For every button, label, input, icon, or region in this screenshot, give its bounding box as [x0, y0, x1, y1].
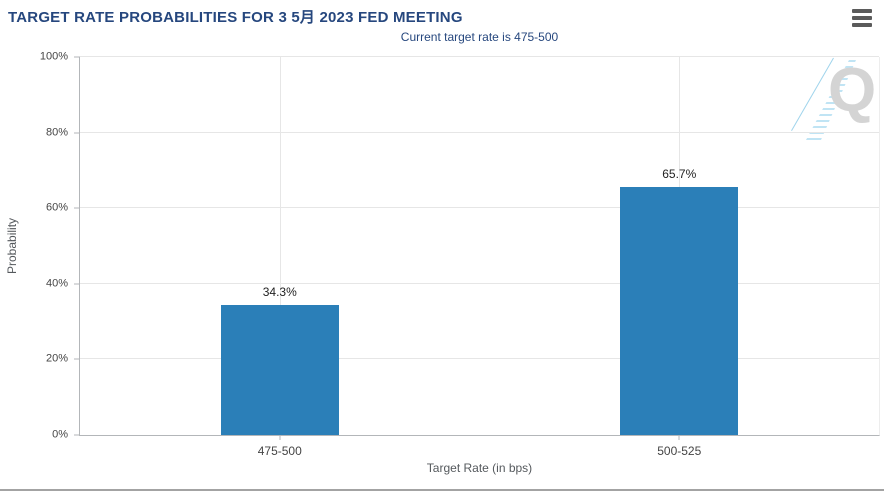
plot-area: 0% 20% 40% 60% 80% 100% 34.3% 475-500 65.7% 500-5…	[40, 51, 880, 458]
category-gridline	[279, 57, 281, 435]
y-tick-mark	[74, 56, 80, 58]
y-tick-label: 100%	[39, 50, 68, 63]
probability-bar[interactable]	[220, 305, 339, 435]
chart-subtitle: Current target rate is 475-500	[400, 30, 559, 44]
y-tick-mark	[74, 283, 80, 285]
y-gridline	[80, 358, 879, 360]
x-tick-mark	[279, 435, 281, 440]
y-tick-label: 0%	[52, 428, 68, 441]
y-tick-label: 60%	[45, 201, 68, 214]
hamburger-menu-icon[interactable]	[852, 9, 872, 27]
y-tick-mark	[74, 434, 80, 436]
chart-title: TARGET RATE PROBABILITIES FOR 3 5月 2023 …	[8, 9, 463, 26]
y-tick-label: 80%	[45, 126, 68, 139]
x-axis-title: Target Rate (in bps)	[426, 461, 533, 475]
y-tick-label: 40%	[45, 277, 68, 290]
y-tick-mark	[74, 358, 80, 360]
y-gridline	[80, 282, 879, 284]
bar-value-label: 34.3%	[262, 285, 297, 300]
hamburger-bar	[852, 9, 872, 13]
y-gridline	[80, 207, 879, 209]
widget-bottom-divider	[0, 489, 884, 491]
bar-value-label: 65.7%	[662, 166, 697, 181]
y-tick-mark	[74, 132, 80, 134]
y-gridline	[80, 56, 879, 57]
hamburger-bar	[852, 23, 872, 27]
y-tick-mark	[74, 207, 80, 209]
x-tick-mark	[678, 435, 680, 440]
y-axis-title: Probability	[5, 217, 19, 275]
x-category-label: 500-525	[657, 444, 702, 458]
y-gridline	[80, 131, 879, 133]
probability-bar[interactable]	[620, 186, 739, 435]
x-category-label: 475-500	[257, 444, 302, 458]
hamburger-bar	[852, 16, 872, 20]
y-tick-label: 20%	[45, 352, 68, 365]
